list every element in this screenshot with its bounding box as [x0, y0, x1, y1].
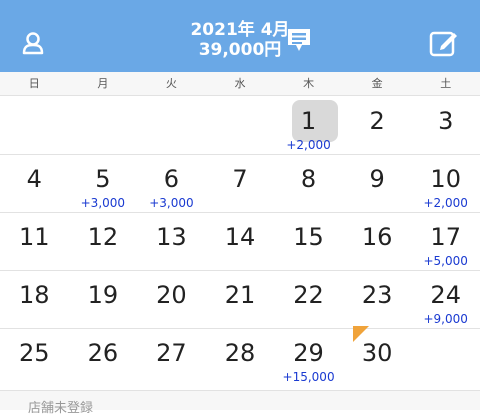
- calendar-grid: 1 +2,000 2 3 4 5 +3,000 6 +3,000 7 8 9 10 +2,000 11 12 1…: [0, 96, 480, 388]
- day-number: 16: [361, 223, 393, 251]
- day-amount: +2,000: [286, 138, 331, 152]
- calendar-day[interactable]: 17 +5,000: [411, 212, 480, 270]
- day-number: 18: [19, 281, 50, 309]
- calendar-day[interactable]: 22: [274, 270, 343, 328]
- day-number: 25: [19, 339, 50, 367]
- day-number: 20: [156, 281, 187, 309]
- day-number: 14: [224, 223, 256, 251]
- weekday-label: 金: [371, 77, 383, 90]
- calendar-day[interactable]: 7: [206, 154, 275, 212]
- day-number: 9: [369, 165, 385, 193]
- calendar-day[interactable]: 2: [343, 96, 412, 154]
- day-number: 11: [19, 223, 50, 251]
- weekday-label: 月: [97, 77, 109, 90]
- calendar-day[interactable]: 19: [69, 270, 138, 328]
- empty-day: [411, 328, 480, 386]
- row-divider: [0, 212, 480, 213]
- row-divider: [0, 328, 480, 329]
- weekday-label: 日: [28, 77, 40, 90]
- selected-day-highlight: [292, 100, 339, 142]
- calendar-day[interactable]: 13: [137, 212, 206, 270]
- calendar-day[interactable]: 16: [343, 212, 412, 270]
- calendar-day[interactable]: 26: [69, 328, 138, 386]
- calendar-day[interactable]: 30: [343, 326, 412, 386]
- store-status: 店舗未登録: [28, 401, 94, 416]
- day-number: 8: [300, 165, 317, 193]
- calendar-day[interactable]: 14: [206, 212, 275, 270]
- calendar-day[interactable]: 5 +3,000: [69, 154, 138, 212]
- day-number: 26: [87, 339, 119, 367]
- empty-day: [137, 96, 206, 154]
- day-number: 29: [293, 339, 324, 367]
- day-amount: +3,000: [149, 196, 194, 210]
- calendar-day[interactable]: 9: [343, 154, 412, 212]
- day-number: 7: [232, 165, 248, 193]
- edit-icon[interactable]: [428, 27, 460, 59]
- day-amount: +9,000: [423, 312, 468, 326]
- month-title: 2021年 4月: [190, 20, 290, 40]
- day-number: 22: [293, 281, 324, 309]
- app-header: 2021年 4月 39,000円: [0, 0, 480, 72]
- day-number: 12: [87, 223, 119, 251]
- day-number: 23: [361, 281, 393, 309]
- message-icon[interactable]: [286, 27, 312, 55]
- day-number: 17: [430, 223, 461, 251]
- weekday-label: 木: [303, 77, 315, 90]
- day-number: 24: [430, 281, 461, 309]
- empty-day: [0, 96, 69, 154]
- calendar-day[interactable]: 28: [206, 328, 275, 386]
- row-divider: [0, 270, 480, 271]
- weekday-label: 火: [165, 77, 177, 90]
- day-number: 5: [95, 165, 111, 193]
- calendar-day[interactable]: 1 +2,000: [274, 96, 343, 154]
- weekday-header: 日月火水木金土: [0, 72, 480, 96]
- calendar-day[interactable]: 3: [411, 96, 480, 154]
- corner-flag-icon: [352, 326, 369, 342]
- calendar-day[interactable]: 29 +15,000: [274, 328, 343, 386]
- day-number: 4: [26, 165, 42, 193]
- empty-day: [206, 96, 275, 154]
- person-icon[interactable]: [20, 30, 46, 56]
- day-number: 10: [430, 165, 461, 193]
- calendar-day[interactable]: 27: [137, 328, 206, 386]
- calendar-day[interactable]: 25: [0, 328, 69, 386]
- weekday-label: 水: [234, 77, 246, 90]
- day-number: 6: [163, 165, 180, 193]
- empty-day: [69, 96, 138, 154]
- day-amount: +2,000: [423, 196, 468, 210]
- day-amount: +5,000: [423, 254, 468, 268]
- day-number: 19: [87, 281, 119, 309]
- calendar-day[interactable]: 23: [343, 270, 412, 328]
- calendar-day[interactable]: 8: [274, 154, 343, 212]
- day-number: 3: [438, 107, 454, 135]
- calendar-day[interactable]: 10 +2,000: [411, 154, 480, 212]
- row-divider: [0, 154, 480, 155]
- month-summary: 2021年 4月 39,000円: [140, 20, 340, 60]
- day-number: 21: [224, 281, 256, 309]
- calendar-day[interactable]: 12: [69, 212, 138, 270]
- day-number: 27: [156, 339, 187, 367]
- calendar-day[interactable]: 6 +3,000: [137, 154, 206, 212]
- calendar-day[interactable]: 20: [137, 270, 206, 328]
- day-number: 15: [293, 223, 324, 251]
- weekday-label: 土: [440, 77, 452, 90]
- calendar-day[interactable]: 4: [0, 154, 69, 212]
- calendar-day[interactable]: 15: [274, 212, 343, 270]
- bottom-bar: 店舗未登録: [0, 390, 480, 416]
- calendar-day[interactable]: 11: [0, 212, 69, 270]
- day-amount: +3,000: [80, 196, 126, 210]
- day-number: 13: [156, 223, 187, 251]
- calendar-day[interactable]: 18: [0, 270, 69, 328]
- day-number: 2: [369, 107, 385, 135]
- day-number: 1: [300, 107, 317, 135]
- calendar-day[interactable]: 24 +9,000: [411, 270, 480, 328]
- month-total: 39,000円: [198, 40, 282, 60]
- day-amount: +15,000: [282, 370, 335, 384]
- calendar-day[interactable]: 21: [206, 270, 275, 328]
- day-number: 28: [224, 339, 256, 367]
- day-number: 30: [361, 339, 393, 367]
